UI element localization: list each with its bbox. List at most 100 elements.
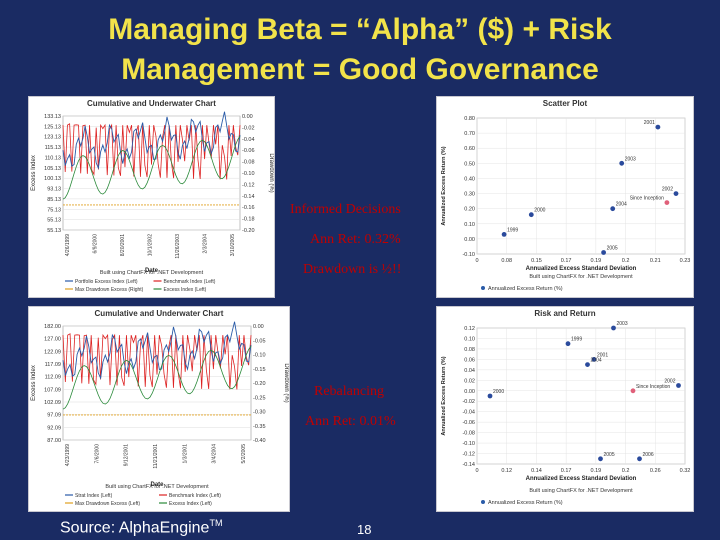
x-tick-label: 0.08 (501, 258, 512, 264)
drawdown-series-line (62, 123, 241, 180)
scatter-point (676, 383, 681, 388)
x-tick-label: 0.2 (622, 258, 630, 264)
source-footer: Source: AlphaEngineTM (60, 518, 222, 537)
cumulative-chart-bottom: Cumulative and Underwater Chart 182.00 12… (28, 306, 290, 512)
drawdown-series-line (62, 333, 252, 390)
y-tick-label: 100.13 (44, 176, 61, 182)
point-label: 1999 (571, 337, 582, 343)
y-tick-label: -0.06 (462, 420, 475, 426)
y-axis-label: Annualized Excess Return (%) (441, 356, 447, 435)
y2-tick-label: -0.35 (253, 424, 266, 430)
cumulative-chart-bottom-svg: 182.00 127.00 122.09 117.09 112.09 107.09 102.… (31, 321, 289, 507)
y2-tick-label: -0.18 (242, 217, 255, 223)
legend-marker (481, 500, 485, 504)
annotation-ann-ret-bottom: Ann Ret: 0.01% (305, 414, 396, 429)
chart-title: Scatter Plot (542, 99, 588, 108)
scatter-point (591, 357, 597, 362)
y-tick-label: 0.00 (464, 389, 475, 395)
y-tick-label: 0.02 (464, 378, 475, 384)
x-tick-label: 4/26/1999 (65, 234, 71, 256)
legend-marker (481, 286, 485, 290)
legend-item: Excess Index (Left) (169, 501, 212, 507)
scatter-chart-bottom-svg: 0.12 0.10 0.08 0.06 0.04 0.02 0.00 -0.02 -0.04 -0… (441, 321, 691, 506)
scatter-point (611, 325, 616, 331)
y-tick-label: 0.30 (464, 192, 475, 198)
y2-tick-label: -0.25 (253, 395, 266, 401)
y-tick-label: 0.20 (464, 207, 475, 213)
x-tick-label: 5/2/2005 (241, 444, 247, 464)
y2-tick-label: -0.05 (253, 338, 266, 344)
point-label: Since Inception (636, 384, 670, 390)
y-tick-label: -0.02 (462, 399, 475, 405)
y-axis-label: Excess Index (31, 365, 37, 401)
y-tick-label: 112.09 (45, 375, 61, 381)
y-tick-label: 123.13 (44, 135, 61, 141)
x-tick-label: 0.19 (590, 468, 601, 474)
x-tick-label: 0 (475, 468, 478, 474)
cumulative-chart-top-svg: 133.13 125.13 123.13 115.13 110.13 105.13 100.… (31, 111, 274, 293)
scatter-chart-top: Scatter Plot 0.80 0.70 0.60 0.50 0.40 0.30 0.2… (436, 96, 694, 298)
scatter-chart-top-svg: 0.800.700.600.500.400.300.200.100.00-0.1… (441, 116, 690, 292)
legend-item: Annualized Excess Return (%) (488, 286, 563, 292)
point-label: 2004 (591, 358, 602, 364)
scatter-point (601, 250, 606, 255)
y-tick-label: 85.13 (47, 197, 61, 203)
scatter-point (598, 456, 603, 462)
x-tick-label: 0.15 (531, 258, 542, 264)
x-tick-label: 0.19 (590, 258, 601, 264)
y2-tick-label: -0.15 (253, 367, 266, 373)
x-tick-label: 11/26/2003 (175, 234, 181, 259)
point-label: Since Inception (630, 196, 664, 202)
y-tick-label: 107.09 (44, 387, 61, 393)
x-axis-label: Date (145, 268, 159, 274)
y2-tick-label: -0.10 (253, 353, 266, 359)
plot-area (476, 327, 686, 465)
y-tick-label: -0.08 (462, 431, 475, 437)
x-tick-label: 0 (475, 258, 478, 264)
y-tick-label: 102.09 (44, 400, 61, 406)
legend-item: Benchmark Index (Left) (164, 279, 216, 285)
point-label: 2000 (493, 389, 504, 395)
legend-item: Portfolio Excess Index (Left) (75, 279, 138, 285)
annotation-rebalancing: Rebalancing (314, 384, 384, 399)
y-tick-label: 0.10 (464, 336, 475, 342)
chart-title: Cumulative and Underwater Chart (87, 99, 216, 108)
x-tick-label: 0.2 (622, 468, 630, 474)
excess-index-series-line (62, 321, 252, 380)
y-tick-label: 133.13 (44, 114, 61, 120)
y-tick-label: 127.00 (44, 337, 61, 343)
y-tick-label: 0.12 (464, 326, 475, 332)
scatter-point (637, 456, 642, 462)
x-tick-label: 9/12/2001 (124, 444, 130, 466)
y2-tick-label: -0.04 (242, 137, 255, 143)
scatter-point (630, 388, 636, 394)
legend-item: Annualized Excess Return (%) (488, 500, 563, 506)
point-label: 2002 (662, 187, 673, 193)
y-tick-label: 105.13 (44, 166, 61, 172)
y2-axis-label: Drawdown (%) (268, 153, 274, 192)
y2-tick-label: 0.00 (242, 114, 253, 120)
scatter-point (501, 232, 507, 237)
scatter-point (565, 341, 571, 347)
y-tick-label: 0.10 (464, 222, 475, 228)
y-tick-label: 0.70 (464, 131, 475, 137)
y2-axis-label: Drawdown (%) (283, 363, 289, 402)
legend-item: Excess Index (Left) (164, 287, 207, 293)
y-tick-label: 122.09 (44, 349, 61, 355)
x-tick-label: 0.32 (680, 468, 691, 474)
chart-footer: Built using ChartFX for .NET Development (529, 274, 633, 280)
y2-tick-label: -0.06 (242, 148, 255, 154)
legend-item: Strat Index (Left) (75, 493, 113, 499)
chart-title: Cumulative and Underwater Chart (94, 309, 224, 318)
annotation-drawdown: Drawdown is ½!! (303, 262, 402, 277)
scatter-point (664, 200, 670, 205)
point-label: 2001 (597, 352, 608, 358)
cumulative-chart-top: Cumulative and Underwater Chart 133.13 12… (28, 96, 275, 298)
x-tick-label: 1/3/2001 (182, 444, 188, 464)
y-tick-label: 115.13 (45, 145, 61, 151)
y-tick-label: -0.10 (462, 441, 475, 447)
x-axis-label: Annualized Excess Standard Deviation (526, 266, 637, 272)
x-tick-label: 11/21/2001 (153, 444, 159, 469)
y2-tick-label: -0.12 (242, 182, 255, 188)
slide-title: Managing Beta = “Alpha” ($) + Risk Manag… (0, 10, 720, 90)
